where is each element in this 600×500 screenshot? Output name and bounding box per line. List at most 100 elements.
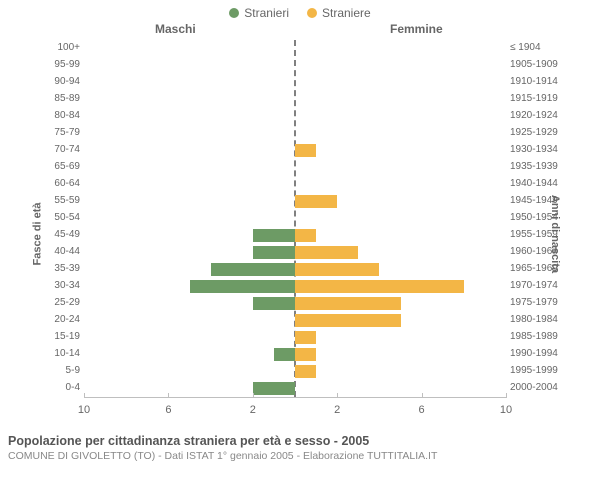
table-row: 50-541950-1954 bbox=[84, 210, 506, 227]
age-label: 70-74 bbox=[54, 144, 84, 155]
table-row: 75-791925-1929 bbox=[84, 125, 506, 142]
birth-year-label: ≤ 1904 bbox=[506, 42, 541, 53]
table-row: 100+≤ 1904 bbox=[84, 40, 506, 57]
birth-year-label: 1940-1944 bbox=[506, 178, 558, 189]
x-axis: 10622610 bbox=[84, 404, 506, 420]
birth-year-label: 1920-1924 bbox=[506, 110, 558, 121]
bar-female bbox=[295, 280, 464, 293]
birth-year-label: 1975-1979 bbox=[506, 297, 558, 308]
table-row: 10-141990-1994 bbox=[84, 346, 506, 363]
birth-year-label: 1980-1984 bbox=[506, 314, 558, 325]
birth-year-label: 1970-1974 bbox=[506, 280, 558, 291]
bar-male bbox=[253, 229, 295, 242]
x-tick: 10 bbox=[78, 404, 90, 416]
x-tick: 10 bbox=[500, 404, 512, 416]
bar-male bbox=[253, 297, 295, 310]
bar-male bbox=[253, 382, 295, 395]
table-row: 85-891915-1919 bbox=[84, 91, 506, 108]
table-row: 5-91995-1999 bbox=[84, 363, 506, 380]
birth-year-label: 1925-1929 bbox=[506, 127, 558, 138]
table-row: 95-991905-1909 bbox=[84, 57, 506, 74]
table-row: 60-641940-1944 bbox=[84, 176, 506, 193]
birth-year-label: 1915-1919 bbox=[506, 93, 558, 104]
bar-female bbox=[295, 297, 401, 310]
y-axis-left-title: Fasce di età bbox=[31, 203, 43, 266]
legend-item-female: Straniere bbox=[307, 6, 371, 20]
x-tick: 6 bbox=[165, 404, 171, 416]
birth-year-label: 1935-1939 bbox=[506, 161, 558, 172]
age-label: 90-94 bbox=[54, 76, 84, 87]
x-tick: 2 bbox=[250, 404, 256, 416]
age-label: 5-9 bbox=[66, 365, 84, 376]
table-row: 25-291975-1979 bbox=[84, 295, 506, 312]
table-row: 30-341970-1974 bbox=[84, 278, 506, 295]
bar-female bbox=[295, 348, 316, 361]
age-label: 0-4 bbox=[66, 382, 84, 393]
bar-female bbox=[295, 246, 358, 259]
table-row: 40-441960-1964 bbox=[84, 244, 506, 261]
age-label: 45-49 bbox=[54, 229, 84, 240]
header-male: Maschi bbox=[155, 22, 196, 36]
age-label: 100+ bbox=[57, 42, 84, 53]
chart-subtitle: COMUNE DI GIVOLETTO (TO) - Dati ISTAT 1°… bbox=[0, 450, 600, 466]
header-female: Femmine bbox=[390, 22, 443, 36]
bar-female bbox=[295, 331, 316, 344]
chart-title: Popolazione per cittadinanza straniera p… bbox=[0, 428, 600, 450]
age-label: 10-14 bbox=[54, 348, 84, 359]
bar-male bbox=[190, 280, 296, 293]
bar-male bbox=[253, 246, 295, 259]
chart-rows: 100+≤ 190495-991905-190990-941910-191485… bbox=[84, 40, 506, 398]
age-label: 20-24 bbox=[54, 314, 84, 325]
pyramid-chart: Fasce di età Anni di nascita 100+≤ 19049… bbox=[48, 40, 552, 428]
bar-female bbox=[295, 229, 316, 242]
table-row: 70-741930-1934 bbox=[84, 142, 506, 159]
female-swatch-icon bbox=[307, 8, 317, 18]
age-label: 40-44 bbox=[54, 246, 84, 257]
birth-year-label: 1930-1934 bbox=[506, 144, 558, 155]
age-label: 85-89 bbox=[54, 93, 84, 104]
birth-year-label: 1945-1949 bbox=[506, 195, 558, 206]
birth-year-label: 1910-1914 bbox=[506, 76, 558, 87]
table-row: 90-941910-1914 bbox=[84, 74, 506, 91]
bar-female bbox=[295, 314, 401, 327]
bar-female bbox=[295, 263, 379, 276]
birth-year-label: 1995-1999 bbox=[506, 365, 558, 376]
birth-year-label: 1905-1909 bbox=[506, 59, 558, 70]
table-row: 15-191985-1989 bbox=[84, 329, 506, 346]
age-label: 55-59 bbox=[54, 195, 84, 206]
x-tick: 2 bbox=[334, 404, 340, 416]
legend-female-label: Straniere bbox=[322, 6, 371, 20]
age-label: 95-99 bbox=[54, 59, 84, 70]
birth-year-label: 1965-1969 bbox=[506, 263, 558, 274]
bar-female bbox=[295, 365, 316, 378]
table-row: 45-491955-1959 bbox=[84, 227, 506, 244]
table-row: 80-841920-1924 bbox=[84, 108, 506, 125]
legend: Stranieri Straniere bbox=[0, 0, 600, 22]
bar-female bbox=[295, 195, 337, 208]
age-label: 35-39 bbox=[54, 263, 84, 274]
age-label: 60-64 bbox=[54, 178, 84, 189]
legend-male-label: Stranieri bbox=[244, 6, 289, 20]
table-row: 35-391965-1969 bbox=[84, 261, 506, 278]
age-label: 75-79 bbox=[54, 127, 84, 138]
table-row: 0-42000-2004 bbox=[84, 380, 506, 397]
bar-male bbox=[274, 348, 295, 361]
age-label: 65-69 bbox=[54, 161, 84, 172]
age-label: 80-84 bbox=[54, 110, 84, 121]
birth-year-label: 1960-1964 bbox=[506, 246, 558, 257]
birth-year-label: 1955-1959 bbox=[506, 229, 558, 240]
age-label: 50-54 bbox=[54, 212, 84, 223]
birth-year-label: 2000-2004 bbox=[506, 382, 558, 393]
x-tick: 6 bbox=[419, 404, 425, 416]
table-row: 55-591945-1949 bbox=[84, 193, 506, 210]
table-row: 65-691935-1939 bbox=[84, 159, 506, 176]
table-row: 20-241980-1984 bbox=[84, 312, 506, 329]
bar-female bbox=[295, 144, 316, 157]
male-swatch-icon bbox=[229, 8, 239, 18]
bar-male bbox=[211, 263, 295, 276]
legend-item-male: Stranieri bbox=[229, 6, 289, 20]
age-label: 15-19 bbox=[54, 331, 84, 342]
column-headers: Maschi Femmine bbox=[0, 22, 600, 40]
age-label: 30-34 bbox=[54, 280, 84, 291]
birth-year-label: 1990-1994 bbox=[506, 348, 558, 359]
